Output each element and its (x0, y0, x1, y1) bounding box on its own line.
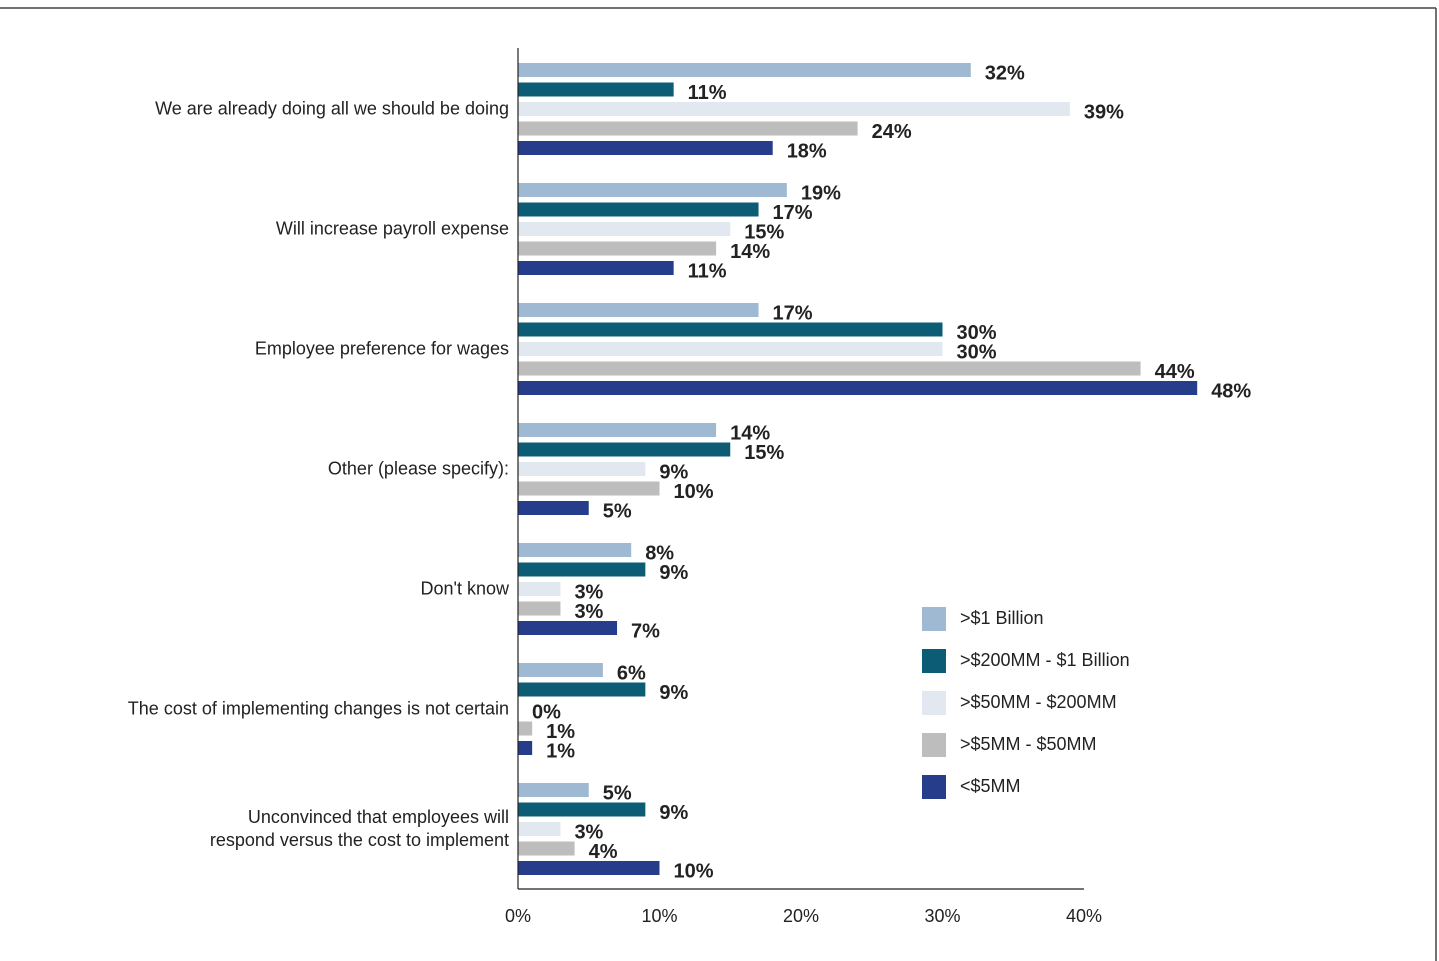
value-label: 30% (957, 322, 997, 344)
bar (518, 481, 660, 496)
bar (518, 562, 646, 577)
bar (518, 183, 787, 197)
category-label: Other (please specify): (327, 458, 509, 479)
value-label: 17% (773, 302, 813, 324)
value-label: 39% (1084, 101, 1124, 123)
bar (518, 543, 632, 557)
value-label: 10% (674, 481, 714, 503)
legend-swatch (922, 775, 946, 799)
value-label: 14% (730, 422, 770, 444)
value-label: 15% (744, 442, 784, 464)
bar (518, 741, 533, 755)
value-label: 3% (574, 601, 603, 623)
category-label: Employee preference for wages (254, 338, 509, 359)
bar (518, 783, 589, 797)
value-label: 3% (574, 821, 603, 843)
bar (518, 303, 759, 317)
bar (518, 322, 943, 337)
bar (518, 682, 646, 697)
category-label: The cost of implementing changes is not … (127, 698, 509, 719)
legend-label: <$5MM (960, 776, 1021, 796)
bar (518, 361, 1141, 376)
value-label: 30% (957, 341, 997, 363)
x-tick-label: 20% (783, 906, 819, 926)
x-tick-label: 0% (505, 906, 531, 926)
value-label: 7% (631, 620, 660, 642)
value-label: 0% (532, 701, 561, 723)
legend-swatch (922, 607, 946, 631)
bar (518, 462, 646, 476)
value-label: 8% (645, 542, 674, 564)
bar (518, 342, 943, 356)
bar (518, 802, 646, 817)
x-tick-label: 40% (1066, 906, 1102, 926)
bar (518, 501, 589, 515)
bar (518, 141, 773, 155)
bar (518, 721, 533, 736)
bar (518, 663, 603, 677)
value-label: 11% (688, 260, 727, 282)
value-label: 9% (659, 802, 688, 824)
legend-label: >$5MM - $50MM (960, 734, 1097, 754)
value-label: 19% (801, 182, 841, 204)
bar (518, 841, 575, 856)
bar (518, 423, 717, 437)
value-label: 32% (985, 62, 1025, 84)
x-tick-label: 10% (641, 906, 677, 926)
bar (518, 621, 618, 635)
bar (518, 121, 858, 136)
value-label: 11% (688, 82, 727, 104)
value-label: 9% (659, 461, 688, 483)
category-label: Don't know (420, 578, 509, 599)
legend-swatch (922, 733, 946, 757)
value-label: 44% (1155, 361, 1195, 383)
legend-swatch (922, 649, 946, 673)
value-label: 1% (546, 721, 575, 743)
bar (518, 861, 660, 875)
category-label: Unconvinced that employees will respond … (209, 807, 509, 850)
bar (518, 241, 717, 256)
category-label: Will increase payroll expense (275, 218, 509, 239)
value-label: 15% (744, 221, 784, 243)
legend-label: >$200MM - $1 Billion (960, 650, 1130, 670)
value-label: 9% (659, 682, 688, 704)
bar (518, 102, 1070, 116)
legend-label: >$50MM - $200MM (960, 692, 1117, 712)
bar (518, 601, 561, 616)
bar (518, 261, 674, 275)
bar (518, 202, 759, 217)
value-label: 17% (773, 202, 813, 224)
legend-swatch (922, 691, 946, 715)
value-label: 48% (1211, 380, 1251, 402)
value-label: 10% (674, 860, 714, 882)
value-label: 24% (872, 121, 912, 143)
bar (518, 822, 561, 836)
bar (518, 63, 971, 77)
value-label: 5% (603, 500, 632, 522)
bar (518, 582, 561, 596)
legend-label: >$1 Billion (960, 608, 1044, 628)
category-label: We are already doing all we should be do… (155, 98, 509, 119)
bar (518, 82, 674, 97)
bar (518, 381, 1198, 395)
bar (518, 442, 731, 457)
value-label: 9% (659, 562, 688, 584)
value-label: 4% (589, 841, 618, 863)
bar (518, 222, 731, 236)
value-label: 3% (574, 581, 603, 603)
value-label: 14% (730, 241, 770, 263)
value-label: 18% (787, 140, 827, 162)
value-label: 1% (546, 740, 575, 762)
value-label: 6% (617, 662, 646, 684)
x-tick-label: 30% (924, 906, 960, 926)
value-label: 5% (603, 782, 632, 804)
